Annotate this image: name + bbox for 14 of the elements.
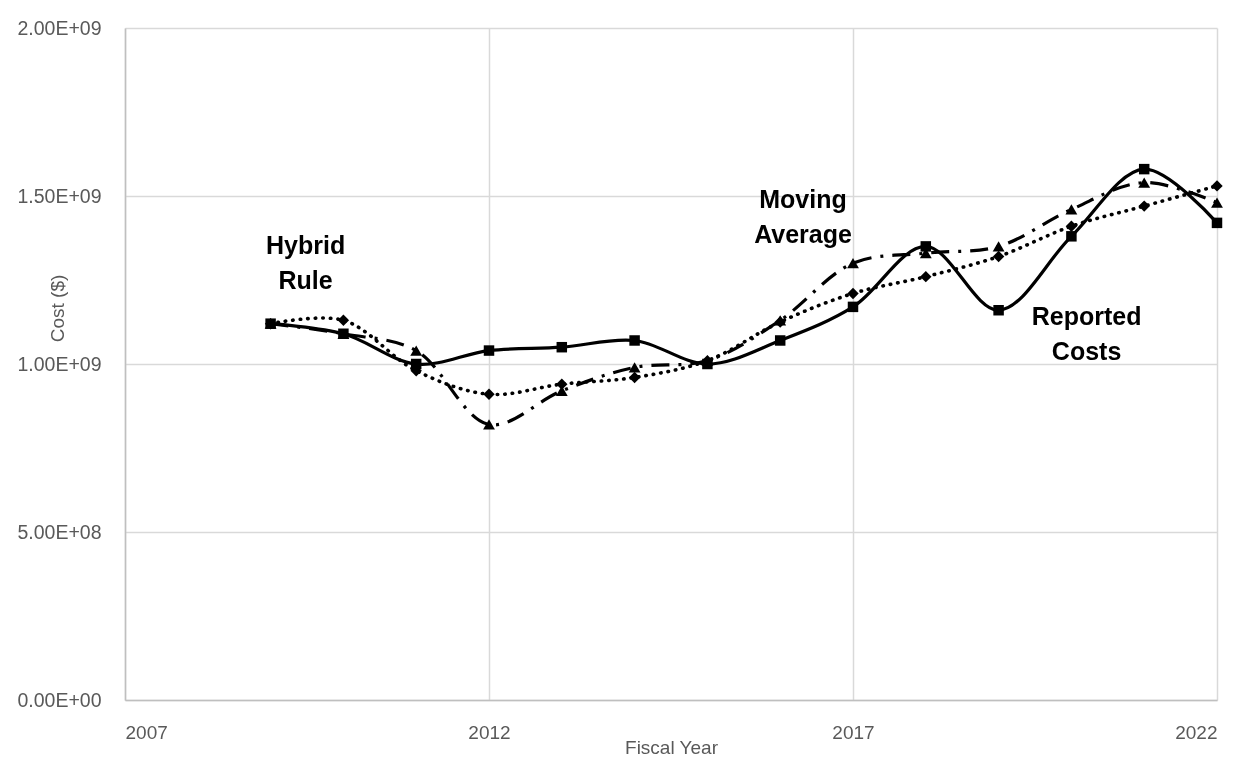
y-tick-label: 5.00E+08 bbox=[17, 520, 102, 543]
x-tick-label: 2022 bbox=[1175, 721, 1218, 743]
x-tick-label: 2017 bbox=[832, 721, 875, 743]
x-tick-label: 2007 bbox=[125, 721, 168, 743]
x-axis-title: Fiscal Year bbox=[625, 736, 719, 757]
y-tick-label: 1.50E+09 bbox=[17, 184, 102, 207]
series-label: Moving Average bbox=[754, 185, 852, 249]
y-axis-title: Cost ($) bbox=[46, 274, 68, 343]
x-tick-label: 2012 bbox=[468, 721, 511, 743]
y-tick-label: 1.00E+09 bbox=[17, 352, 102, 375]
y-tick-label: 0.00E+00 bbox=[17, 688, 102, 711]
series-label: Reported Costs bbox=[1031, 302, 1142, 366]
y-tick-label: 2.00E+09 bbox=[17, 16, 102, 39]
series-label: Hybrid Rule bbox=[266, 230, 346, 294]
